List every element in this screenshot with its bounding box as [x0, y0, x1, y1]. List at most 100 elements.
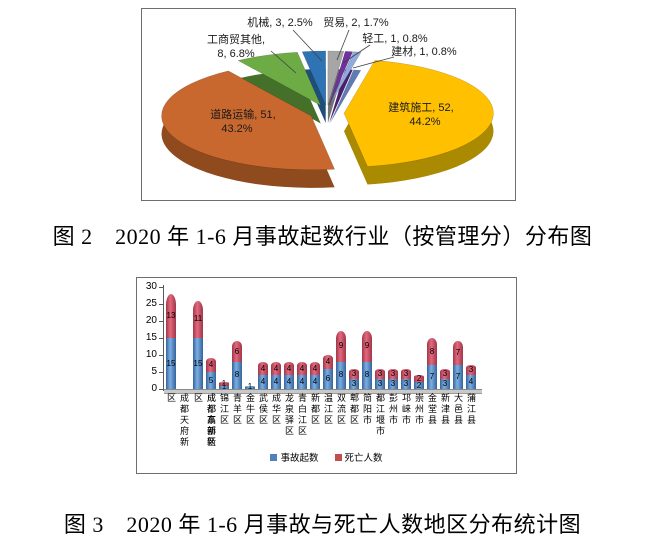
pie-slice-0 [343, 60, 494, 167]
pie-label-5: 轻工, 1, 0.8% [362, 31, 428, 45]
bar-label-11-accidents: 6 [325, 373, 331, 383]
x-tick-label-3: 锦江区 [219, 393, 229, 426]
y-tick-5 [159, 372, 163, 373]
bar-chart-legend: 事故起数 死亡人数 [137, 450, 516, 464]
bar-15-deaths [375, 368, 385, 379]
y-tick-label-30: 30 [145, 281, 157, 292]
bar-2-accidents [206, 372, 216, 389]
bar-label-9-deaths: 4 [299, 363, 305, 373]
bar-label-3-deaths: 1 [221, 378, 227, 388]
pie-slice-6 [329, 51, 362, 106]
pie-slice-side-5 [329, 69, 353, 124]
bar-label-21-accidents: 7 [455, 372, 461, 382]
x-tick-label-15: 都江堰市 [375, 393, 385, 437]
bar-11-deaths [323, 355, 333, 369]
bar-5-accidents [245, 385, 255, 389]
pie-slice-2 [237, 51, 322, 107]
x-tick-label-11: 温江区 [323, 393, 333, 426]
x-tick-label-5: 金牛区 [245, 393, 255, 426]
pie-leader-line-4 [336, 29, 350, 61]
bar-21-deaths [453, 341, 463, 366]
bar-21-accidents [453, 365, 463, 389]
bar-label-9-accidents: 4 [299, 377, 305, 387]
x-tick-label-17: 邛崃市 [401, 393, 411, 426]
y-tick-10 [159, 355, 163, 356]
pie-label-1: 43.2% [221, 123, 252, 135]
bar-label-10-accidents: 4 [312, 377, 318, 387]
bar-1-deaths [193, 300, 203, 338]
bar-label-22-deaths: 3 [468, 365, 474, 375]
bar-6-deaths [258, 361, 268, 376]
bar-22-accidents [466, 375, 476, 389]
legend-swatch-deaths [334, 453, 342, 461]
pie-leader-line-6 [352, 56, 395, 69]
bar-label-10-deaths: 4 [312, 363, 318, 373]
pie-label-3: 机械, 3, 2.5% [247, 15, 313, 29]
x-tick-label-14: 简阳市 [362, 393, 372, 426]
bar-20-accidents [440, 378, 450, 389]
x-tick-label-18: 崇州市 [414, 393, 424, 426]
x-tick-label-2: 成都高新区 [206, 393, 216, 448]
bar-9-deaths [297, 361, 307, 376]
bar-label-2-accidents: 5 [208, 375, 214, 385]
bar-4-accidents [232, 361, 242, 389]
bar-6-accidents [258, 375, 268, 389]
bar-label-3-accidents: 1 [221, 382, 227, 392]
bar-20-deaths [440, 368, 450, 379]
pie-leader-line-3 [292, 29, 323, 62]
bar-label-18-accidents: 2 [416, 380, 422, 390]
y-tick-20 [159, 321, 163, 322]
bar-label-21-deaths: 7 [455, 348, 461, 358]
pie-slice-side-6 [330, 69, 361, 124]
pie-label-0: 44.2% [409, 116, 440, 128]
bar-10-accidents [310, 375, 320, 389]
bar-1-accidents [193, 338, 203, 389]
x-tick-label-0: 成都天府新区 [166, 393, 189, 448]
pie-label-1: 道路运输, 51, [210, 107, 275, 121]
bar-7-accidents [271, 375, 281, 389]
bar-label-20-accidents: 3 [442, 378, 448, 388]
y-tick-15 [159, 338, 163, 339]
bar-16-deaths [388, 368, 398, 379]
y-tick-label-5: 5 [151, 366, 157, 377]
bar-chart: 0 5 10 15 20 25 30 13 15 成都天府新区 11 15 成都东部新区 4 5 成都高新区 1… [137, 278, 516, 473]
bar-label-6-accidents: 4 [260, 377, 266, 387]
legend-label-accidents: 事故起数 [280, 453, 319, 464]
bar-22-deaths [466, 365, 476, 376]
bar-label-17-accidents: 3 [403, 378, 409, 388]
bar-label-12-accidents: 8 [338, 370, 344, 380]
x-tick-label-4: 青羊区 [232, 393, 242, 426]
bar-label-1-deaths: 11 [193, 314, 203, 324]
y-tick-label-0: 0 [151, 383, 157, 394]
bar-label-15-deaths: 3 [377, 368, 383, 378]
x-tick-label-7: 成华区 [271, 393, 281, 426]
bar-label-19-accidents: 7 [429, 372, 435, 382]
bar-16-accidents [388, 378, 398, 389]
x-tick-label-19: 金堂县 [427, 393, 437, 426]
y-tick-0 [159, 389, 163, 390]
bar-3-deaths [219, 382, 229, 386]
bar-label-20-deaths: 3 [442, 368, 448, 378]
bar-17-deaths [401, 368, 411, 379]
bar-label-16-accidents: 3 [390, 378, 396, 388]
bar-label-13-accidents: 3 [351, 378, 357, 388]
legend-label-deaths: 死亡人数 [344, 453, 383, 464]
bar-label-6-deaths: 4 [260, 363, 266, 373]
bar-8-deaths [284, 361, 294, 376]
bar-label-7-deaths: 4 [273, 363, 279, 373]
bar-label-8-deaths: 4 [286, 363, 292, 373]
bar-13-accidents [349, 378, 359, 389]
pie-slice-4 [327, 50, 345, 106]
pie-label-4: 贸易, 2, 1.7% [323, 16, 389, 29]
bar-14-deaths [362, 331, 372, 362]
pie-leader-line-5 [342, 44, 371, 64]
bar-label-7-accidents: 4 [273, 377, 279, 387]
x-tick-label-13: 郫都区 [349, 393, 359, 426]
bar-2-deaths [206, 358, 216, 372]
pie-chart-box: 建筑施工, 52, 44.2% 道路运输, 51, 43.2% 工商贸其他, 8, 6.8… [141, 8, 516, 201]
x-tick-label-12: 双流区 [336, 393, 346, 426]
bar-9-accidents [297, 375, 307, 389]
bar-4-deaths [232, 341, 242, 362]
bar-18-deaths [414, 375, 424, 383]
bar-chart-box: 0 5 10 15 20 25 30 13 15 成都天府新区 11 15 成都东部新区 4 5 成都高新区 1… [136, 277, 517, 474]
